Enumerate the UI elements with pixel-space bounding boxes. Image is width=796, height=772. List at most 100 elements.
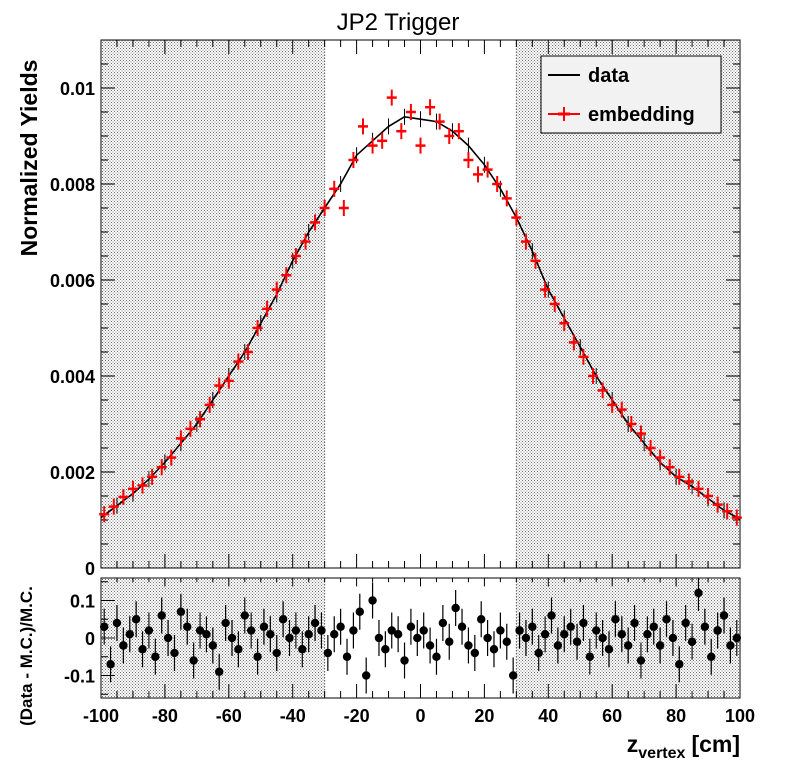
ratio-point [438, 605, 448, 641]
ratio-point [457, 608, 467, 645]
ratio-point [445, 623, 454, 660]
embedding-point [473, 166, 484, 183]
x-tick-label: -80 [152, 706, 178, 726]
ratio-point [623, 627, 633, 664]
x-tick-label: 80 [666, 706, 686, 726]
ratio-point [259, 608, 269, 645]
embedding-point [281, 267, 292, 284]
embedding-point [645, 440, 656, 456]
embedding-point [463, 152, 474, 168]
embedding-point [607, 396, 618, 413]
ratio-point [310, 605, 320, 641]
embedding-point [549, 296, 560, 312]
ratio-point [317, 612, 326, 649]
embedding-point [540, 281, 551, 298]
embedding-point [357, 118, 368, 135]
ratio-point [176, 593, 186, 630]
embedding-point [233, 353, 244, 370]
ratio-point [553, 627, 563, 664]
embedding-point [195, 411, 206, 428]
ratio-point [579, 605, 588, 641]
ratio-point [374, 620, 384, 656]
ratio-y-tick-labels: -0.1 0 0.1 [64, 592, 95, 687]
ratio-point [336, 608, 345, 645]
ratio-point [502, 623, 511, 660]
ratio-point [432, 638, 441, 675]
x-tick-labels: -100 -80 -60 -40 -20 0 20 40 60 80 100 [83, 706, 755, 726]
ratio-point [138, 631, 147, 668]
ratio-point [508, 657, 518, 694]
embedding-point [530, 252, 541, 269]
ratio-point [649, 608, 658, 645]
ratio-point [675, 646, 684, 683]
ratio-point [617, 616, 626, 653]
ratio-point [611, 601, 620, 638]
ratio-point [272, 635, 281, 671]
legend-data-label: data [588, 65, 630, 87]
ratio-point [464, 627, 473, 664]
embedding-point [338, 200, 349, 216]
legend-embedding-swatch [548, 107, 580, 121]
ratio-point [719, 597, 729, 634]
x-tick-label: -20 [344, 706, 370, 726]
ratio-point [342, 638, 352, 675]
ratio-point [304, 616, 313, 653]
ratio-point [355, 593, 364, 630]
main-panel: 0 0.002 0.004 0.006 0.008 0.01 JP2 Trigger No… [16, 9, 742, 579]
embedding-point [683, 473, 694, 490]
x-tick-label: -40 [280, 706, 306, 726]
ratio-point [585, 638, 595, 675]
embedding-point [252, 320, 263, 336]
ratio-point [604, 631, 614, 668]
ratio-point [662, 601, 671, 638]
ratio-point [707, 638, 716, 675]
ratio-y-tick-label: -0.1 [64, 667, 95, 687]
embedding-point [166, 449, 177, 466]
ratio-point [112, 605, 122, 641]
ratio-point [694, 578, 703, 611]
ratio-point [119, 627, 128, 664]
embedding-point [635, 425, 646, 442]
ratio-point [330, 616, 339, 653]
ratio-y-tick-label: 0 [85, 629, 95, 649]
ratio-point [540, 616, 550, 653]
ratio-point [234, 631, 243, 668]
ratio-point [393, 616, 403, 653]
embedding-point [712, 496, 723, 513]
embedding-point [511, 209, 522, 226]
x-tick-label: -100 [83, 706, 119, 726]
embedding-point [214, 377, 225, 394]
ratio-point [700, 608, 710, 645]
ratio-point [381, 631, 390, 668]
ratio-point [732, 620, 742, 656]
ratio-y-tick-label: 0.1 [70, 592, 95, 612]
embedding-point [444, 128, 455, 144]
embedding-point [731, 509, 742, 526]
ratio-point [246, 612, 256, 649]
ratio-point [726, 627, 735, 664]
embedding-point [415, 137, 426, 154]
ratio-point [106, 646, 115, 683]
embedding-point [99, 506, 110, 523]
ratio-point [349, 612, 358, 649]
embedding-point [655, 449, 666, 466]
ratio-y-axis-label: (Data - M.C.)/M.C. [17, 586, 36, 726]
ratio-point [298, 631, 307, 668]
ratio-point [400, 642, 409, 679]
ratio-point [668, 620, 678, 656]
x-tick-label: 0 [415, 706, 425, 726]
main-y-tick-labels: 0 0.002 0.004 0.006 0.008 0.01 [50, 79, 95, 579]
legend: data embedding [540, 55, 722, 134]
embedding-point [310, 214, 321, 231]
ratio-point [534, 635, 543, 671]
ratio-point [323, 635, 333, 671]
ratio-point [470, 635, 480, 671]
embedding-point [693, 480, 704, 497]
ratio-point [636, 642, 646, 679]
ratio-point [713, 612, 722, 649]
embedding-point [118, 488, 129, 505]
main-y-ticks [101, 39, 740, 569]
ratio-point [547, 597, 556, 634]
ratio-point [131, 601, 141, 638]
ratio-points [99, 578, 742, 694]
